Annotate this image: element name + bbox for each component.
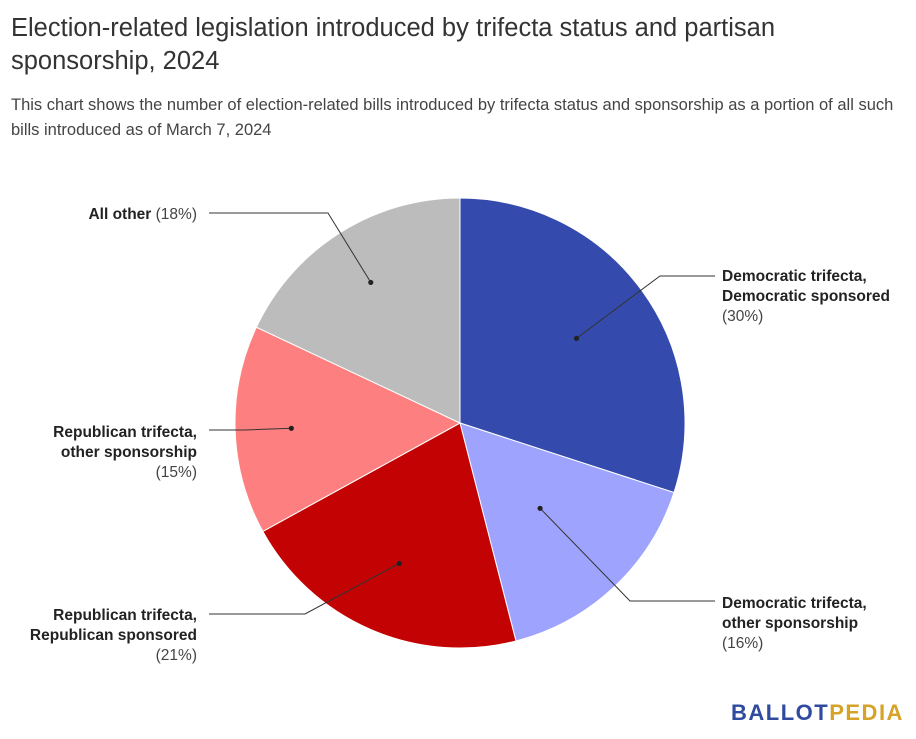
leader-dot-republican-trifecta-other-sponsorship <box>288 425 294 431</box>
leader-line-democratic-trifecta-other-sponsorship <box>539 507 715 602</box>
pie-slice-democratic-trifecta-democratic-sponsored <box>459 197 686 494</box>
slice-label-line: Republican trifecta, <box>53 607 197 624</box>
slice-percent: (30%) <box>722 308 763 325</box>
slice-label-republican-trifecta-republican-sponsored: Republican trifecta, Republican sponsored… <box>30 607 197 664</box>
slice-label-line: other sponsorship <box>61 444 197 461</box>
leader-dot-democratic-trifecta-democratic-sponsored <box>573 335 580 341</box>
slice-label-line: other sponsorship <box>722 615 858 632</box>
logo-part-ballot: BALLOT <box>731 700 830 725</box>
slice-label-line: Republican sponsored <box>30 627 197 644</box>
leader-line-republican-trifecta-other-sponsorship <box>209 427 292 431</box>
chart-title: Election-related legislation introduced … <box>11 14 776 75</box>
slice-label-line: All other <box>88 206 151 223</box>
leader-line-republican-trifecta-republican-sponsored <box>209 562 400 615</box>
leader-dot-republican-trifecta-republican-sponsored <box>396 560 402 567</box>
leader-dot-all-other <box>368 279 374 286</box>
chart-subtitle: This chart shows the number of election-… <box>11 96 894 139</box>
slice-label-democratic-trifecta-other-sponsorship: Democratic trifecta, other sponsorship (16… <box>722 595 867 652</box>
slice-label-line: Republican trifecta, <box>53 424 197 441</box>
slice-label-republican-trifecta-other-sponsorship: Republican trifecta, other sponsorship (15… <box>53 424 197 481</box>
slice-label-line: Democratic trifecta, <box>722 268 867 285</box>
slice-label-all-other: All other (18%) <box>88 206 197 223</box>
pie-slice-republican-trifecta-republican-sponsored <box>262 422 517 649</box>
slice-label-line: Democratic trifecta, <box>722 595 867 612</box>
slice-percent: (21%) <box>156 647 197 664</box>
leader-line-democratic-trifecta-democratic-sponsored <box>576 275 715 339</box>
slice-label-line: Democratic sponsored <box>722 288 890 305</box>
logo-part-pedia: PEDIA <box>829 700 904 725</box>
slice-label-democratic-trifecta-democratic-sponsored: Democratic trifecta, Democratic sponsored… <box>722 268 890 325</box>
leader-line-all-other <box>209 212 372 283</box>
pie-slice-democratic-trifecta-other-sponsorship <box>459 422 675 642</box>
slice-percent: (16%) <box>722 635 763 652</box>
pie-slice-all-other <box>255 197 461 424</box>
ballotpedia-logo: BALLOTPEDIA <box>731 700 904 726</box>
slice-percent: (15%) <box>156 464 197 481</box>
leader-dot-democratic-trifecta-other-sponsorship <box>537 505 543 511</box>
slice-percent: (18%) <box>151 206 197 223</box>
